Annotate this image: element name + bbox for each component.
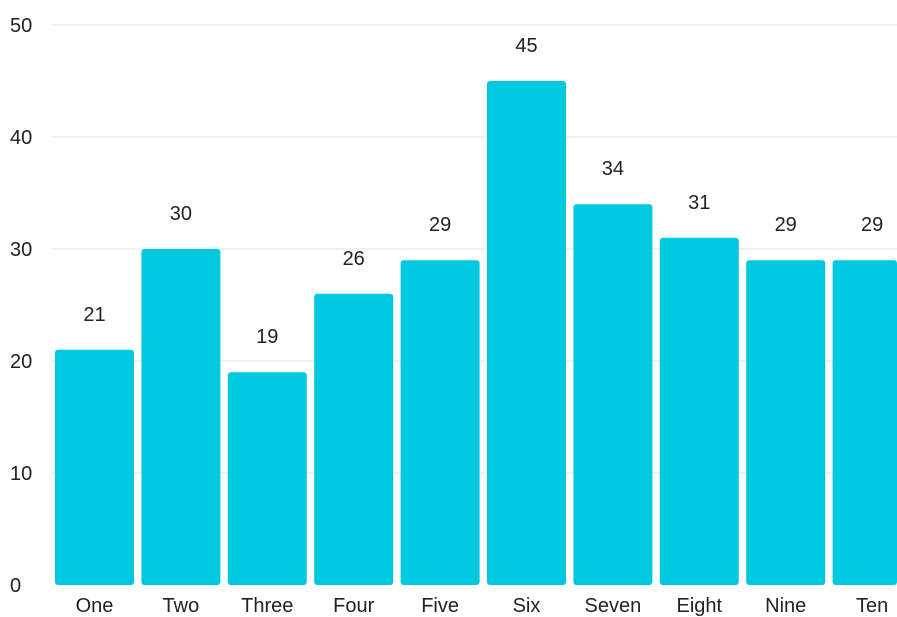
y-tick-label: 30 bbox=[10, 239, 32, 261]
x-tick-label-one: One bbox=[76, 595, 114, 617]
y-tick-label: 50 bbox=[10, 15, 32, 37]
x-tick-label-two: Two bbox=[163, 595, 200, 617]
bar-five bbox=[400, 260, 480, 585]
data-label-nine: 29 bbox=[775, 214, 797, 236]
bar-three bbox=[227, 372, 307, 585]
data-label-three: 19 bbox=[256, 326, 278, 348]
y-tick-label: 10 bbox=[10, 463, 32, 485]
x-tick-label-eight: Eight bbox=[677, 595, 723, 617]
bar-ten bbox=[832, 260, 897, 585]
x-tick-label-nine: Nine bbox=[765, 595, 806, 617]
y-axis-ticks: 0 10 20 30 40 50 bbox=[10, 15, 32, 597]
x-tick-label-seven: Seven bbox=[585, 595, 642, 617]
bar-nine bbox=[746, 260, 826, 585]
x-tick-label-six: Six bbox=[513, 595, 541, 617]
data-label-seven: 34 bbox=[602, 158, 624, 180]
bar-six bbox=[487, 81, 566, 585]
bar-two bbox=[141, 249, 221, 585]
data-label-five: 29 bbox=[429, 214, 451, 236]
bar-eight bbox=[659, 237, 739, 586]
x-tick-label-five: Five bbox=[421, 595, 459, 617]
bar-seven bbox=[573, 204, 653, 585]
bars bbox=[55, 81, 897, 586]
y-tick-label: 0 bbox=[10, 575, 21, 597]
data-label-one: 21 bbox=[83, 304, 105, 326]
bar-one bbox=[55, 349, 134, 585]
x-tick-label-four: Four bbox=[333, 595, 374, 617]
y-tick-label: 20 bbox=[10, 351, 32, 373]
data-label-eight: 31 bbox=[688, 192, 710, 214]
data-label-two: 30 bbox=[170, 203, 192, 225]
x-tick-label-three: Three bbox=[241, 595, 293, 617]
data-labels: 21 30 19 26 29 45 34 31 29 29 bbox=[83, 35, 883, 348]
y-tick-label: 40 bbox=[10, 127, 32, 149]
x-axis-ticks: One Two Three Four Five Six Seven Eight Nine Ten bbox=[76, 595, 889, 617]
data-label-four: 26 bbox=[343, 248, 365, 270]
data-label-ten: 29 bbox=[861, 214, 883, 236]
x-tick-label-ten: Ten bbox=[856, 595, 888, 617]
bar-four bbox=[314, 293, 394, 585]
data-label-six: 45 bbox=[515, 35, 537, 57]
